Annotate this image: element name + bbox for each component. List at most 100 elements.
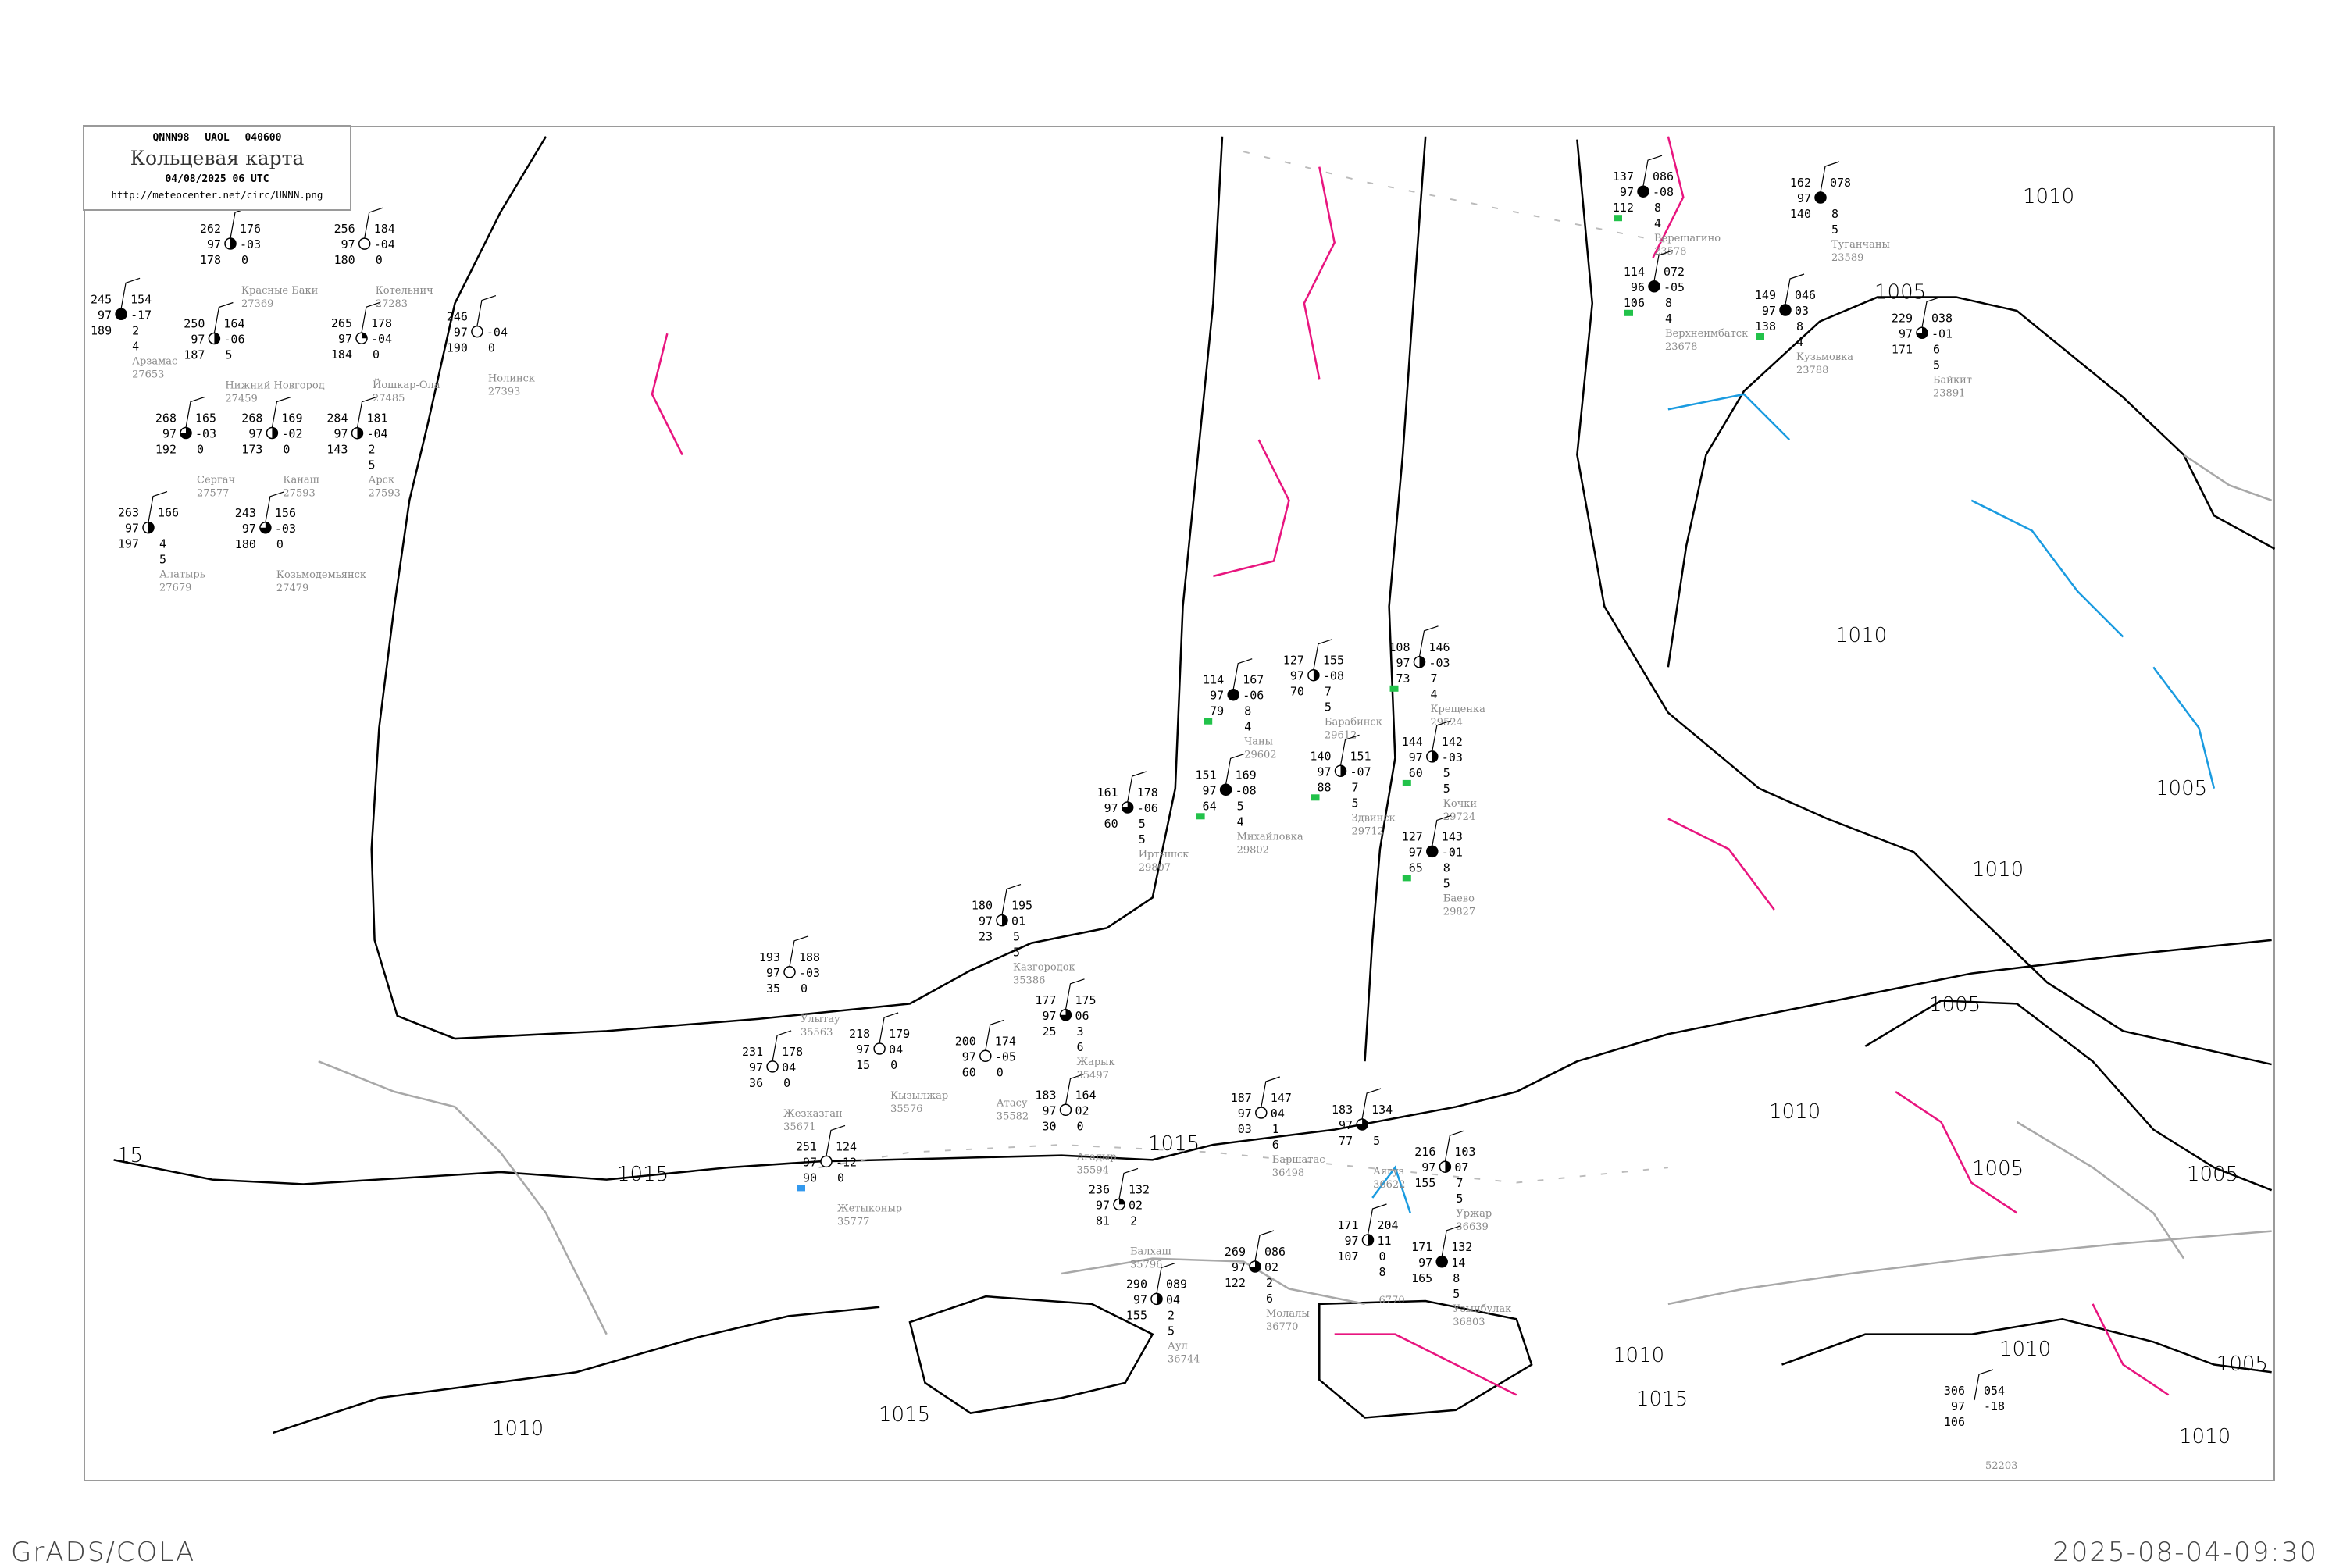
station-cloud-height: 5 xyxy=(369,458,376,472)
station-cloud-value: 0 xyxy=(373,347,380,362)
station-temp-value: 151 xyxy=(1196,768,1217,782)
station-pressure-value: 134 xyxy=(1371,1103,1393,1117)
station-cloud-value: 0 xyxy=(276,537,284,551)
station-pressure-code: 97 xyxy=(98,308,112,322)
station-id: 27393 xyxy=(488,387,520,398)
wind-barb-icon xyxy=(148,491,168,522)
station-bottom-left-value: 173 xyxy=(241,443,262,457)
station-tendency-value: -05 xyxy=(1664,280,1685,294)
station-tendency-value: -03 xyxy=(275,522,296,536)
station-temp-value: 229 xyxy=(1892,311,1913,325)
station-cloud-value: 0 xyxy=(837,1171,844,1185)
station-temp-value: 263 xyxy=(118,506,139,520)
station-pressure-code: 97 xyxy=(1210,689,1224,703)
wind-barb-icon xyxy=(1361,1088,1382,1120)
isotherm-line xyxy=(1667,818,1775,911)
precip-marker-icon xyxy=(1196,813,1205,820)
isobar-label: 1005 xyxy=(2216,1352,2268,1376)
station-bottom-left-value: 70 xyxy=(1290,685,1304,699)
isobar-label-group: 1015 xyxy=(1636,1388,1688,1411)
station-pressure-value: 146 xyxy=(1429,640,1450,654)
station-cloud-height: 5 xyxy=(1443,876,1450,890)
station-pressure-value: 176 xyxy=(240,222,261,236)
station-tendency-value: 04 xyxy=(782,1060,796,1074)
station-id: 35563 xyxy=(801,1027,833,1039)
station-tendency-value: 06 xyxy=(1075,1009,1089,1023)
station-bottom-left-value: 155 xyxy=(1126,1308,1147,1322)
station-temp-value: 127 xyxy=(1283,654,1304,668)
station-name: Жезказган xyxy=(783,1108,843,1120)
station-id: 36639 xyxy=(1456,1221,1488,1233)
station-temp-value: 114 xyxy=(1624,265,1645,279)
station-pressure-value: 147 xyxy=(1271,1091,1292,1105)
station-id: 6770 xyxy=(1379,1295,1405,1306)
station-cloud-value: 0 xyxy=(1077,1119,1084,1133)
border-line xyxy=(1243,151,1669,244)
station-bottom-left-value: 180 xyxy=(334,253,355,267)
station-bottom-left-value: 25 xyxy=(1042,1025,1056,1039)
station-pressure-code: 97 xyxy=(1409,750,1423,764)
wind-barb-icon xyxy=(356,397,376,428)
station-name: Барабинск xyxy=(1325,717,1382,729)
station-temp-value: 144 xyxy=(1402,735,1423,749)
station-name: Аул xyxy=(1168,1340,1188,1352)
station-bottom-left-value: 60 xyxy=(1104,817,1118,831)
station-cloud-value: 0 xyxy=(197,443,204,457)
station-id: 27577 xyxy=(197,488,229,500)
border-line xyxy=(818,1144,1668,1184)
station-cloud-value: 2 xyxy=(369,443,376,457)
station-cloud-value: 8 xyxy=(1665,296,1672,310)
station-bottom-left-value: 88 xyxy=(1317,780,1331,794)
station-plot: 127 97 65 143 -01 85 Баево 29827 xyxy=(1402,814,1475,918)
station-bottom-left-value: 30 xyxy=(1042,1119,1056,1133)
station-id: 35497 xyxy=(1077,1070,1109,1082)
station-bottom-left-value: 171 xyxy=(1892,342,1913,356)
station-bottom-left-value: 165 xyxy=(1411,1271,1432,1285)
station-pressure-code: 97 xyxy=(1042,1009,1056,1023)
station-id: 35582 xyxy=(997,1110,1029,1122)
wind-barb-icon xyxy=(826,1124,846,1156)
cloud-cover-icon xyxy=(358,237,371,250)
station-tendency-value: 02 xyxy=(1129,1198,1143,1212)
station-bottom-left-value: 189 xyxy=(91,323,112,337)
station-tendency-value: 04 xyxy=(1271,1107,1285,1121)
isobar-label-group: 1010 xyxy=(2179,1425,2231,1449)
coastline xyxy=(1061,1257,1365,1306)
cloud-cover-icon xyxy=(1255,1107,1268,1119)
station-pressure-value: 155 xyxy=(1323,654,1344,668)
station-id: 27369 xyxy=(241,298,273,310)
station-id: 35576 xyxy=(890,1103,922,1115)
station-pressure-code: 97 xyxy=(454,326,468,340)
wind-barb-icon xyxy=(1261,1076,1280,1108)
station-pressure-code: 97 xyxy=(341,237,355,251)
station-id: 36803 xyxy=(1453,1317,1485,1328)
station-name: Кочки xyxy=(1443,798,1477,810)
station-bottom-left-value: 143 xyxy=(326,443,348,457)
station-bottom-left-value: 15 xyxy=(856,1058,870,1072)
isotherm-line xyxy=(2092,1303,2170,1396)
coastline xyxy=(2016,1121,2185,1260)
station-cloud-value: 1 xyxy=(1272,1122,1279,1136)
station-id: 29712 xyxy=(1352,825,1384,837)
isobar-label: 1015 xyxy=(1636,1388,1688,1411)
wind-barb-icon xyxy=(1001,884,1022,915)
station-bottom-left-value: 03 xyxy=(1238,1122,1252,1136)
station-cloud-height: 4 xyxy=(132,339,139,353)
isobar-line xyxy=(1364,136,1427,1062)
station-pressure-code: 97 xyxy=(1620,185,1634,199)
station-tendency-value: -04 xyxy=(367,427,388,441)
isobar-label-group: 1010 xyxy=(1999,1338,2051,1361)
cloud-cover-fill xyxy=(357,427,363,439)
station-temp-value: 114 xyxy=(1203,673,1224,687)
station-cloud-value: 0 xyxy=(801,982,808,996)
station-pressure-value: 154 xyxy=(130,292,152,306)
station-id: 23788 xyxy=(1796,365,1828,376)
